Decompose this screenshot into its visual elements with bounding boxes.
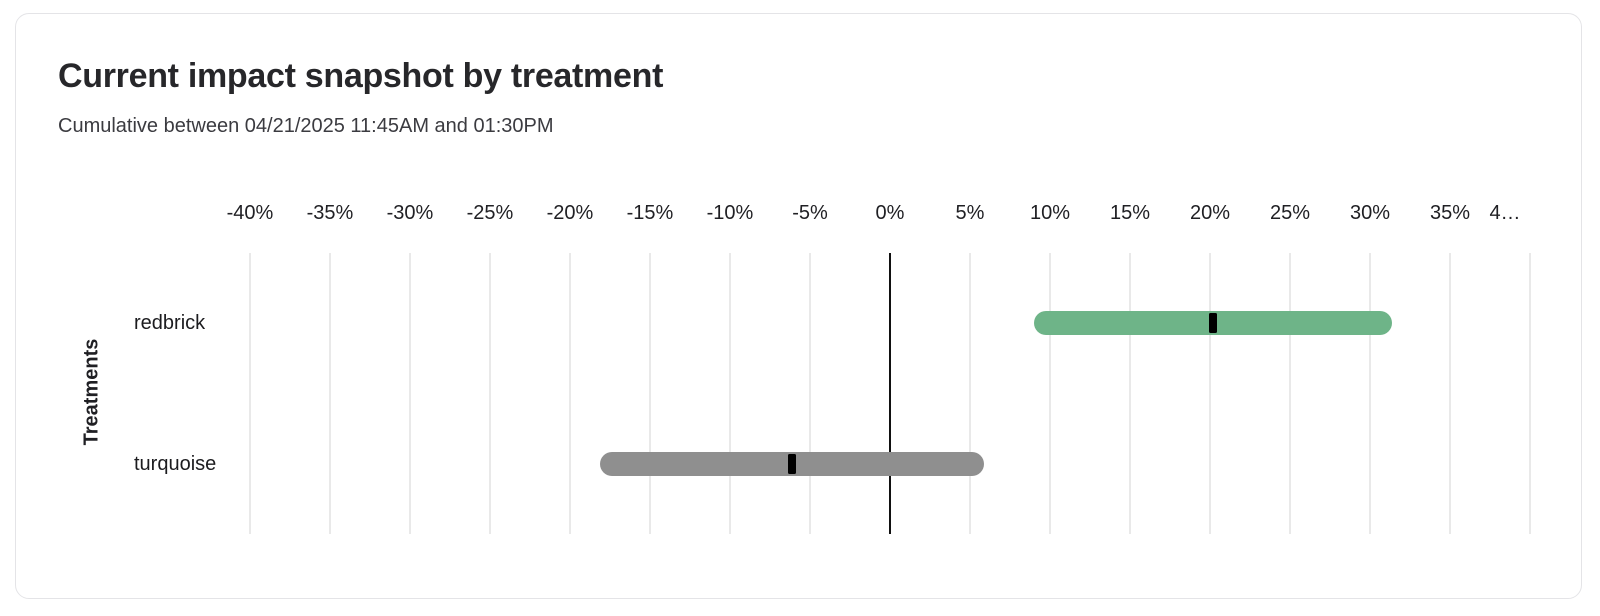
x-tick-label: -5% — [792, 202, 828, 224]
x-tick-label: -15% — [626, 202, 674, 224]
gridline — [1449, 253, 1451, 534]
range-bar-turquoise[interactable] — [600, 451, 985, 476]
gridline — [249, 253, 251, 534]
gridline — [1049, 253, 1051, 534]
x-tick-label: -10% — [706, 202, 754, 224]
x-tick-label: -40% — [226, 202, 274, 224]
x-tick-label: -35% — [306, 202, 354, 224]
x-tick-label: 5% — [955, 202, 985, 224]
impact-snapshot-card: Current impact snapshot by treatment Cum… — [15, 13, 1582, 599]
chart-subtitle: Cumulative between 04/21/2025 11:45AM an… — [58, 115, 554, 137]
x-tick-label: 25% — [1269, 202, 1311, 224]
gridline — [489, 253, 491, 534]
x-tick-label: 4… — [1489, 202, 1521, 224]
x-tick-label: 10% — [1029, 202, 1071, 224]
x-tick-label: 15% — [1109, 202, 1151, 224]
x-tick-label: -30% — [386, 202, 434, 224]
gridline — [969, 253, 971, 534]
chart-title: Current impact snapshot by treatment — [58, 57, 664, 95]
y-axis-title: Treatments — [80, 338, 103, 446]
gridline — [1129, 253, 1131, 534]
range-bar-redbrick[interactable] — [1034, 311, 1393, 336]
gridline — [329, 253, 331, 534]
x-tick-label: 30% — [1349, 202, 1391, 224]
category-label-redbrick: redbrick — [134, 312, 206, 335]
x-tick-label: 0% — [875, 202, 905, 224]
gridline — [649, 253, 651, 534]
gridline — [1369, 253, 1371, 534]
gridline — [1529, 253, 1531, 534]
x-tick-label: 20% — [1189, 202, 1231, 224]
x-tick-label: -20% — [546, 202, 594, 224]
plot-area — [249, 253, 1531, 534]
gridline — [729, 253, 731, 534]
x-tick-label: -25% — [466, 202, 514, 224]
x-tick-label: 35% — [1429, 202, 1471, 224]
point-estimate-marker-redbrick — [1209, 313, 1218, 334]
gridline — [569, 253, 571, 534]
gridline — [409, 253, 411, 534]
zero-line — [889, 253, 891, 534]
x-axis-labels: -40% -35% -30% -25% -20% -15% -10% -5% 0% 5% 10% 15… — [227, 200, 1530, 226]
y-axis-labels: redbrick turquoise — [134, 253, 250, 534]
gridline — [1209, 253, 1211, 534]
gridline — [809, 253, 811, 534]
point-estimate-marker-turquoise — [788, 453, 797, 474]
gridline — [1289, 253, 1291, 534]
category-label-turquoise: turquoise — [134, 452, 217, 475]
